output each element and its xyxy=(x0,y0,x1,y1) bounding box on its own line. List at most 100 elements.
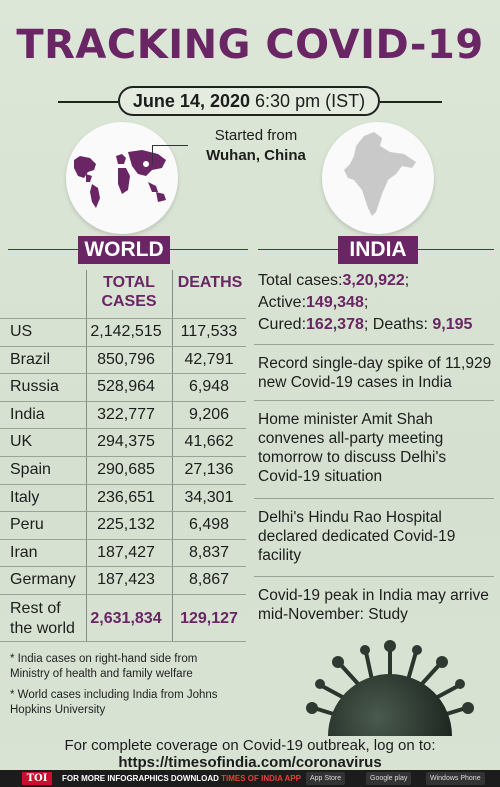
deaths-label: Deaths: xyxy=(372,316,428,333)
active-value: 149,348 xyxy=(306,294,364,311)
col-total-cases: TOTAL CASES xyxy=(88,273,170,311)
rest-deaths: 129,127 xyxy=(180,610,238,627)
active-label: Active: xyxy=(258,294,307,311)
deaths-cell: 41,662 xyxy=(184,433,234,451)
col-total-line2: CASES xyxy=(101,293,157,310)
india-summary: Total cases:3,20,922; Active:149,348; Cu… xyxy=(258,272,473,333)
deaths-cell: 8,837 xyxy=(188,543,230,561)
table-row: UK 294,375 41,662 xyxy=(0,428,246,455)
table-row: Peru 225,132 6,498 xyxy=(0,511,246,538)
news-item: Record single-day spike of 11,929 new Co… xyxy=(258,355,492,391)
deaths-cell: 6,498 xyxy=(188,516,230,534)
divider xyxy=(170,249,248,250)
cured-value: 162,378 xyxy=(306,316,364,333)
deaths-cell: 27,136 xyxy=(184,461,234,478)
col-total-line1: TOTAL xyxy=(103,274,155,291)
divider xyxy=(418,249,494,250)
table-row: Brazil 850,796 42,791 xyxy=(0,345,246,373)
country-cell: Iran xyxy=(10,543,38,561)
coverage-note: For complete coverage on Covid-19 outbre… xyxy=(0,737,500,771)
world-tag: WORLD xyxy=(78,236,170,264)
download-promo: FOR MORE INFOGRAPHICS DOWNLOAD TIMES OF … xyxy=(62,770,301,787)
table-row: Spain 290,685 27,136 xyxy=(0,456,246,483)
rest-label-line2: the world xyxy=(10,620,75,637)
deaths-cell: 6,948 xyxy=(188,378,230,396)
virus-illustration xyxy=(300,636,480,787)
promo-app: TIMES OF INDIA APP xyxy=(221,774,301,783)
coverage-text: For complete coverage on Covid-19 outbre… xyxy=(64,737,436,754)
divider xyxy=(8,249,78,250)
total-cases-cell: 850,796 xyxy=(97,350,155,368)
origin-line2: Wuhan, China xyxy=(206,147,306,164)
total-cases-cell: 187,427 xyxy=(97,543,155,561)
origin-line1: Started from xyxy=(214,127,298,144)
deaths-cell: 8,867 xyxy=(188,571,230,589)
total-cases-cell: 290,685 xyxy=(97,461,155,478)
total-cases-cell: 322,777 xyxy=(97,405,155,423)
india-map-icon xyxy=(322,122,434,234)
country-cell: Germany xyxy=(10,571,76,589)
origin-label: Started from Wuhan, China xyxy=(200,126,312,166)
country-cell: Italy xyxy=(10,488,40,506)
country-cell: US xyxy=(10,323,33,340)
country-cell: India xyxy=(10,405,45,423)
country-cell: Brazil xyxy=(10,350,51,368)
table-row: Iran 187,427 8,837 xyxy=(0,538,246,566)
news-item: Delhi's Hindu Rao Hospital declared dedi… xyxy=(258,509,456,564)
divider xyxy=(254,498,494,499)
toi-logo: TOI xyxy=(22,772,52,785)
deaths-cell: 34,301 xyxy=(184,488,234,506)
footnote: * India cases on right-hand side from Mi… xyxy=(10,653,198,680)
country-cell: Spain xyxy=(10,461,51,478)
deaths-cell: 117,533 xyxy=(180,323,238,340)
total-cases-label: Total cases: xyxy=(258,272,343,289)
promo-text: FOR MORE INFOGRAPHICS DOWNLOAD xyxy=(62,774,219,783)
table-row: Italy 236,651 34,301 xyxy=(0,483,246,511)
divider xyxy=(258,249,338,250)
col-deaths: DEATHS xyxy=(177,274,243,291)
date-text: June 14, 2020 xyxy=(132,91,251,111)
rest-of-world-row: Rest of the world 2,631,834 129,127 xyxy=(0,594,246,642)
divider xyxy=(58,101,118,103)
footnote: * World cases including India from Johns… xyxy=(10,689,218,716)
coverage-link[interactable]: https://timesofindia.com/coronavirus xyxy=(118,754,382,771)
deaths-cell: 42,791 xyxy=(184,350,234,368)
news-item: Covid-19 peak in India may arrive mid-No… xyxy=(258,587,489,623)
world-globe-icon xyxy=(66,122,178,234)
divider xyxy=(254,400,494,401)
rest-label: Rest of the world xyxy=(10,599,82,639)
total-cases-cell: 236,651 xyxy=(97,488,155,506)
bottom-bar: TOI FOR MORE INFOGRAPHICS DOWNLOAD TIMES… xyxy=(0,770,500,787)
country-cell: Peru xyxy=(10,516,44,534)
country-cell: Russia xyxy=(10,378,59,396)
divider xyxy=(380,101,442,103)
cured-label: Cured: xyxy=(258,316,307,333)
rest-label-line1: Rest of xyxy=(10,600,61,617)
divider xyxy=(254,576,494,577)
deaths-value: 9,195 xyxy=(432,316,473,333)
windows-phone-badge[interactable]: Windows Phone xyxy=(426,772,485,785)
total-cases-cell: 294,375 xyxy=(97,433,155,451)
table-row: Russia 528,964 6,948 xyxy=(0,373,246,400)
date-badge: June 14, 2020 6:30 pm (IST) xyxy=(118,86,380,116)
origin-pointer xyxy=(152,145,188,165)
app-store-badge[interactable]: App Store xyxy=(306,772,346,785)
country-cell: UK xyxy=(10,433,33,451)
table-row: Germany 187,423 8,867 xyxy=(0,566,246,593)
total-cases-cell: 187,423 xyxy=(97,571,155,589)
deaths-cell: 9,206 xyxy=(188,405,230,423)
google-play-badge[interactable]: Google play xyxy=(366,772,412,785)
table-row: India 322,777 9,206 xyxy=(0,400,246,428)
news-item: Home minister Amit Shah convenes all-par… xyxy=(258,411,447,485)
total-cases-cell: 2,142,515 xyxy=(90,323,162,340)
rest-total: 2,631,834 xyxy=(90,610,162,627)
page-title: TRACKING COVID-19 xyxy=(16,22,484,68)
total-cases-cell: 528,964 xyxy=(97,378,155,396)
time-text: 6:30 pm (IST) xyxy=(255,91,366,111)
india-tag: INDIA xyxy=(338,236,418,264)
divider xyxy=(254,344,494,345)
total-cases-cell: 225,132 xyxy=(97,516,155,534)
total-cases-value: 3,20,922 xyxy=(342,272,405,289)
table-row: US 2,142,515 117,533 xyxy=(0,318,246,345)
